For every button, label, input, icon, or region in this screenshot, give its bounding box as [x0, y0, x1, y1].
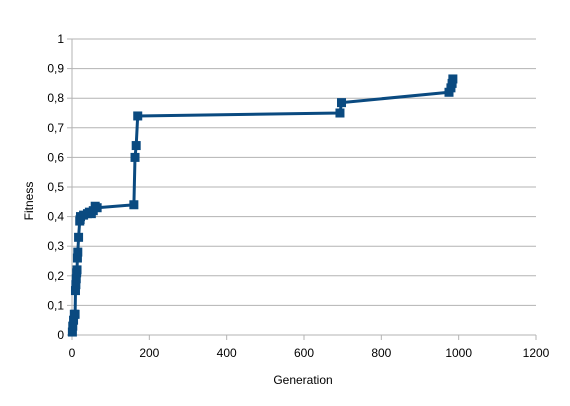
y-tick-label: 0	[57, 328, 64, 342]
data-point-marker	[72, 253, 82, 263]
y-tick-label: 0,9	[47, 62, 64, 76]
y-tick-label: 0,4	[47, 210, 64, 224]
x-tick-label: 400	[217, 346, 237, 360]
axes	[67, 38, 537, 340]
x-tick-label: 0	[69, 346, 76, 360]
y-tick-label: 1	[57, 32, 64, 46]
data-point-marker	[448, 74, 458, 84]
x-tick-label: 200	[139, 346, 159, 360]
data-point-marker	[92, 203, 102, 213]
data-point-marker	[71, 274, 81, 284]
data-point-marker	[68, 321, 78, 331]
data-point-marker	[133, 111, 143, 121]
data-point-marker	[74, 232, 84, 242]
data-point-marker	[71, 280, 81, 290]
data-point-marker	[67, 327, 77, 337]
x-tick-label: 1200	[523, 346, 550, 360]
data-point-marker	[72, 265, 82, 275]
y-tick-label: 0,2	[47, 269, 64, 283]
data-point-marker	[130, 152, 140, 162]
data-point-marker	[337, 98, 347, 108]
x-axis-title: Generation	[273, 373, 332, 387]
y-axis-title: Fitness	[22, 182, 36, 221]
y-tick-label: 0,7	[47, 121, 64, 135]
y-tick-label: 0,6	[47, 150, 64, 164]
y-tick-label: 0,5	[47, 180, 64, 194]
y-tick-label: 0,1	[47, 298, 64, 312]
series-group	[67, 74, 458, 337]
y-tick-label: 0,3	[47, 239, 64, 253]
y-tick-labels: 0 0,1 0,2 0,3 0,4 0,5 0,6 0,7 0,8 0,9 1	[47, 32, 64, 342]
data-point-marker	[69, 315, 79, 325]
y-tick-label: 0,8	[47, 91, 64, 105]
data-point-marker	[70, 309, 80, 319]
data-point-marker	[131, 141, 141, 151]
data-point-marker	[70, 286, 80, 296]
data-point-marker	[73, 247, 83, 257]
data-point-marker	[129, 200, 139, 210]
x-tick-label: 600	[294, 346, 314, 360]
x-tick-label: 800	[371, 346, 391, 360]
gridlines	[72, 38, 536, 336]
x-tick-label: 1000	[445, 346, 472, 360]
x-tick-labels: 0 200 400 600 800 1000 1200	[69, 346, 550, 360]
data-point-marker	[335, 108, 345, 118]
